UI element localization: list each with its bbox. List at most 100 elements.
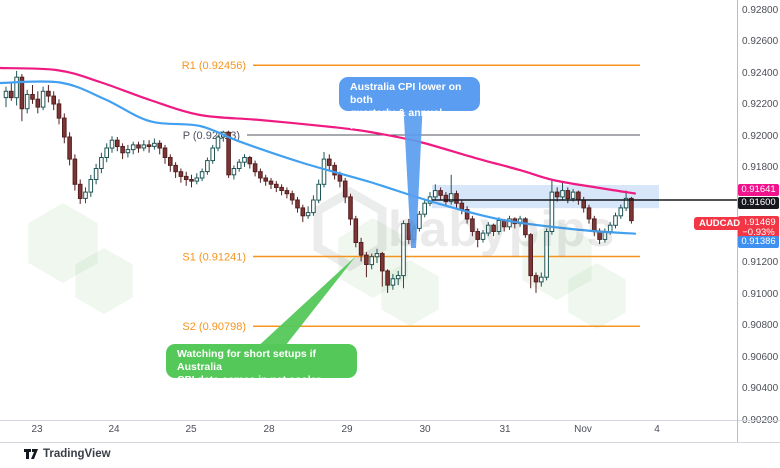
candle — [62, 113, 67, 144]
candle — [162, 144, 168, 164]
candle — [210, 144, 215, 164]
hexagon-watermark — [28, 203, 98, 283]
candle — [629, 196, 634, 224]
price-axis-label: 0.92200 — [742, 99, 779, 110]
candle — [72, 154, 78, 191]
short-setup-line1: Watching for short setups if Australia — [177, 348, 317, 373]
candle — [93, 163, 99, 185]
price-axis-label: 0.90400 — [742, 383, 779, 394]
candle — [475, 228, 480, 248]
candle — [586, 204, 592, 224]
candle — [533, 272, 539, 293]
candle — [56, 99, 62, 125]
time-axis[interactable]: 23 24 25 28 29 30 31 Nov 4 — [0, 420, 780, 442]
candle — [480, 229, 486, 243]
candle — [40, 86, 46, 111]
candle — [146, 140, 152, 153]
short-setup-pointer — [254, 256, 356, 350]
cpi-callout[interactable]: Australia CPI lower on both quarterly & … — [339, 77, 480, 132]
candlestick-chart: R1 (0.92456) P (0.92013) S1 (0.91241) S2 (0… — [0, 60, 737, 350]
candle — [560, 181, 565, 200]
candle — [173, 162, 178, 178]
candle — [14, 70, 19, 106]
short-setup-callout[interactable]: Watching for short setups if Australia C… — [166, 344, 357, 386]
candle — [88, 174, 94, 197]
last-price-change: −0.93% — [742, 226, 775, 238]
candle — [380, 252, 385, 287]
candle — [332, 162, 337, 180]
symbol-badge: AUDCAD — [694, 217, 746, 230]
short-setup-line2: CPI data comes in net cooler — [177, 374, 321, 386]
candle — [215, 135, 221, 152]
candle — [199, 168, 205, 182]
candle — [99, 152, 104, 174]
candle — [300, 204, 306, 223]
candle — [178, 168, 184, 183]
candle — [311, 195, 316, 216]
candle — [486, 222, 491, 237]
price-axis-label: 0.90600 — [742, 352, 779, 363]
candle — [9, 83, 14, 101]
price-axis[interactable]: 0.92800 0.92600 0.92400 0.92200 0.92000 0.918… — [737, 0, 780, 426]
candle — [157, 140, 162, 155]
price-axis-label: 0.91800 — [742, 162, 779, 173]
time-axis-label: 4 — [654, 424, 660, 435]
candle — [523, 217, 528, 238]
candle — [279, 184, 284, 196]
candle — [374, 248, 380, 263]
candle — [316, 179, 321, 204]
candle — [592, 215, 597, 237]
pivot-label-P: P (0.92013) — [183, 130, 240, 142]
candle — [115, 137, 120, 152]
candle — [125, 144, 131, 158]
candle — [268, 178, 274, 189]
candle — [295, 196, 300, 213]
price-line-badge: 0.91600 — [738, 197, 779, 209]
candle — [109, 136, 115, 153]
pivot-label-S1: S1 (0.91241) — [182, 251, 246, 263]
resistance-zone-box[interactable] — [432, 185, 659, 209]
candle — [539, 272, 544, 287]
candle — [417, 211, 422, 232]
candle — [544, 228, 549, 281]
time-axis-label: 28 — [263, 424, 275, 435]
babypips-logo-watermark — [313, 186, 387, 272]
candle — [247, 155, 253, 169]
axis-separator-top — [0, 420, 780, 421]
candle — [517, 215, 523, 227]
candle — [77, 179, 83, 204]
candle — [528, 233, 534, 289]
time-axis-label: 31 — [499, 424, 511, 435]
candle — [348, 193, 353, 226]
candle — [342, 178, 348, 204]
hexagon-watermark — [75, 248, 133, 314]
candle — [464, 206, 470, 224]
price-axis-label: 0.92600 — [742, 36, 779, 47]
blue-ma-line[interactable] — [0, 80, 637, 235]
hexagon-watermark — [568, 263, 626, 329]
tradingview-icon — [24, 449, 38, 459]
candle — [305, 206, 311, 219]
candle — [189, 174, 194, 188]
price-axis-label: 0.91000 — [742, 289, 779, 300]
candle — [35, 91, 41, 114]
time-axis-label: 30 — [419, 424, 431, 435]
chart-canvas[interactable]: R1 (0.92456) P (0.92013) S1 (0.91241) S2 (0… — [0, 0, 737, 420]
price-axis-label: 0.91200 — [742, 257, 779, 268]
last-price-value: 0.91469 — [741, 217, 776, 228]
candle — [83, 187, 88, 204]
candle — [3, 86, 9, 108]
candle — [51, 91, 57, 111]
candle — [104, 143, 110, 163]
price-axis-label: 0.90800 — [742, 320, 779, 331]
candle — [152, 138, 157, 150]
candle — [507, 215, 512, 230]
candle — [183, 171, 189, 186]
pink-ma-line[interactable] — [0, 66, 637, 195]
candle — [358, 237, 364, 262]
candle — [602, 228, 608, 243]
tradingview-logo[interactable]: TradingView — [24, 448, 111, 460]
blue-ma-price-badge: 0.91386 — [738, 236, 779, 248]
time-axis-label: 29 — [341, 424, 353, 435]
